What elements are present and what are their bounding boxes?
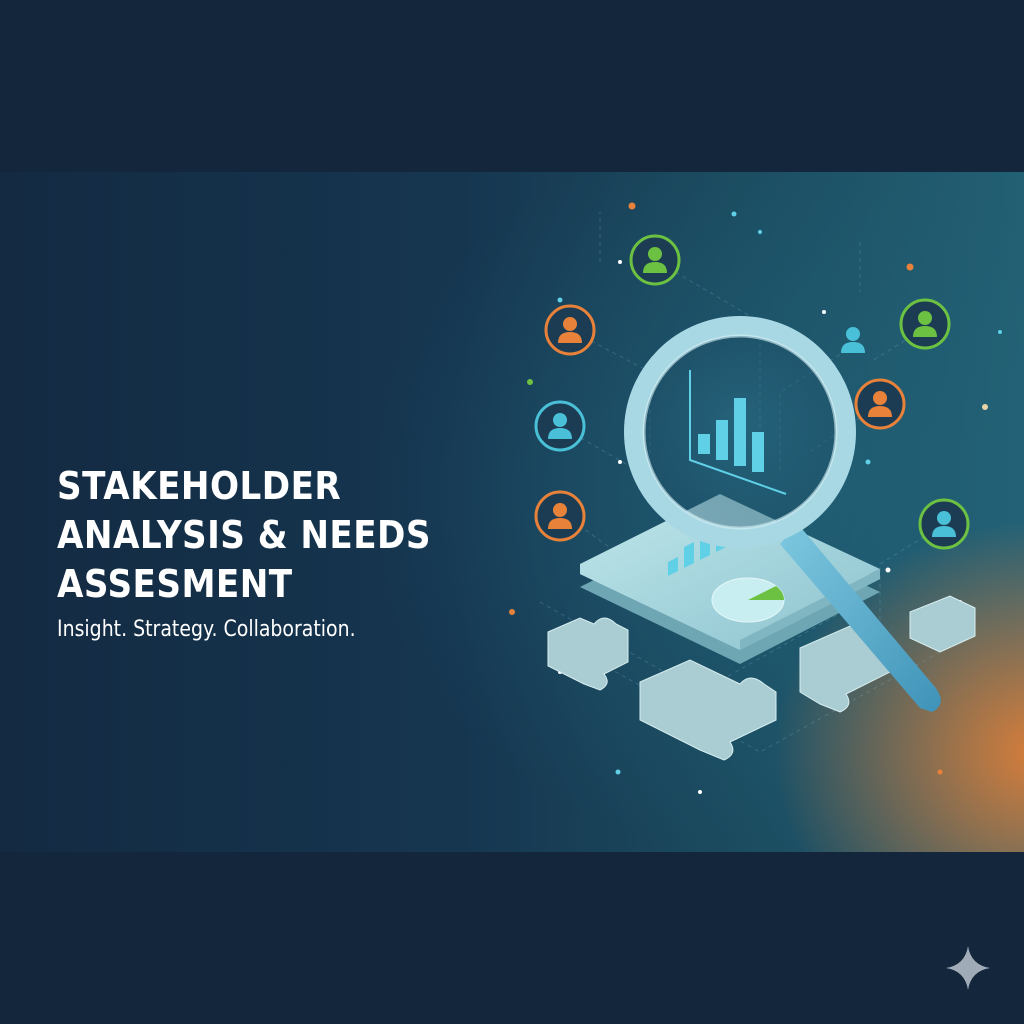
- magnifying-glass-icon: [624, 316, 941, 712]
- page-title-line-2: ANALYSIS & NEEDS: [57, 513, 431, 557]
- stakeholder-person-icon: [629, 234, 681, 286]
- stakeholder-person-icon: [899, 298, 951, 350]
- pie-chart-icon: [711, 577, 785, 623]
- tagline: Insight. Strategy. Collaboration.: [57, 617, 356, 642]
- lens-bar-chart-icon: [689, 370, 787, 495]
- title-block: STAKEHOLDER ANALYSIS & NEEDS ASSESMENT I…: [57, 462, 487, 645]
- hero-banner: STAKEHOLDER ANALYSIS & NEEDS ASSESMENT I…: [0, 172, 1024, 852]
- isometric-illustration: [509, 202, 1002, 794]
- page-title-line-3: ASSESMENT: [57, 562, 293, 606]
- stakeholder-person-icon: [918, 498, 970, 550]
- stakeholder-person-icon: [534, 490, 586, 542]
- stakeholder-person-icon: [841, 327, 865, 353]
- sparkle-icon: [946, 946, 990, 990]
- stakeholder-person-icon: [534, 400, 586, 452]
- page-title-line-1: STAKEHOLDER: [57, 464, 342, 508]
- stakeholder-person-icon: [544, 304, 596, 356]
- puzzle-piece-icon: [547, 595, 976, 761]
- stakeholder-person-icon: [854, 378, 906, 430]
